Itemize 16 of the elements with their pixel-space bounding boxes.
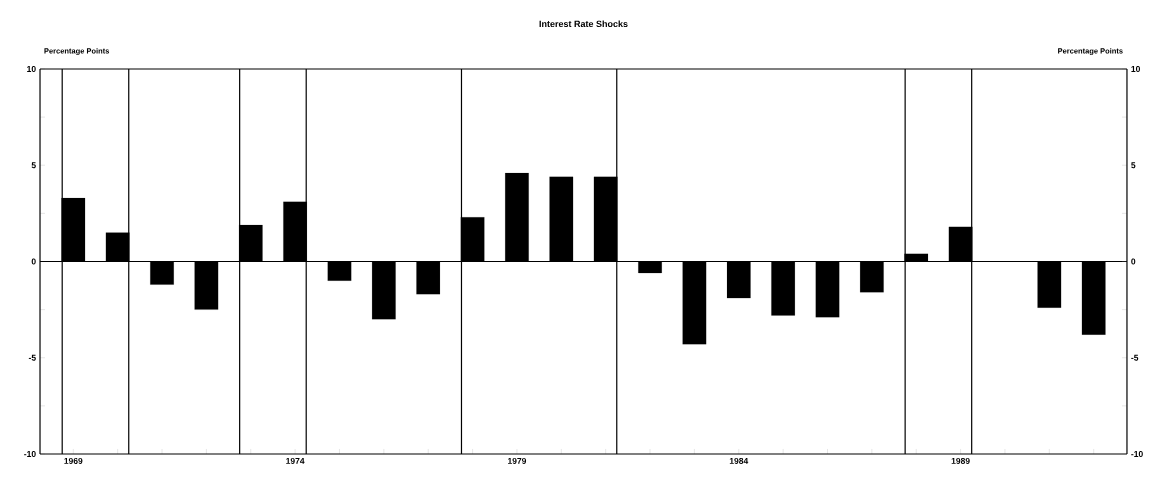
x-tick-label: 1989 (951, 457, 970, 464)
chart-title: Interest Rate Shocks (539, 20, 628, 28)
y-tick-label: -5 (28, 354, 36, 361)
x-tick-label: 1984 (729, 457, 749, 464)
y-tick-label: 10 (27, 65, 36, 72)
x-tick-label: 1979 (508, 457, 527, 464)
y-tick-label: 0 (31, 258, 36, 265)
y-tick-label: 5 (31, 162, 36, 169)
y2-tick-label: 10 (1131, 65, 1140, 72)
y-tick-label: -10 (24, 450, 36, 457)
y2-tick-label: 0 (1131, 258, 1136, 265)
y2-tick-label: 5 (1131, 162, 1136, 169)
x-tick-label: 1969 (64, 457, 83, 464)
y2-tick-label: -5 (1131, 354, 1139, 361)
y2-tick-label: -10 (1131, 450, 1143, 457)
x-tick-label: 1974 (286, 457, 305, 464)
